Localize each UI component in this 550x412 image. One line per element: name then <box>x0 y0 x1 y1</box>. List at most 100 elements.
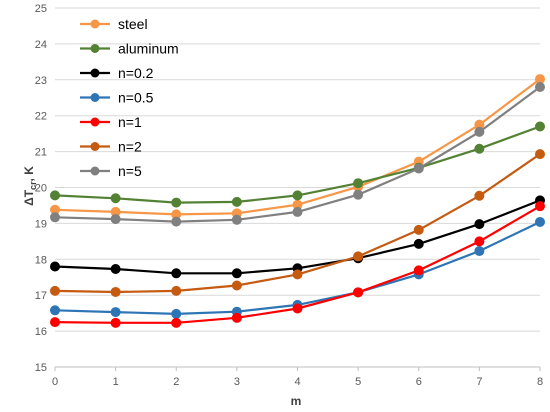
y-tick-label: 25 <box>35 3 47 15</box>
series-lines <box>50 74 545 328</box>
y-tick-label: 15 <box>35 362 47 374</box>
data-point <box>171 197 182 208</box>
y-axis-title: ΔTcr, K <box>22 166 38 206</box>
data-point <box>50 285 60 296</box>
x-tick-label: 1 <box>113 376 119 388</box>
y-axis-title-unit: , K <box>22 166 36 182</box>
data-point <box>231 268 242 279</box>
data-point <box>413 238 424 249</box>
x-tick-label: 2 <box>173 376 179 388</box>
y-axis-title-main: ΔT <box>22 189 36 206</box>
data-point <box>50 190 60 201</box>
y-tick-label: 24 <box>35 39 47 51</box>
y-tick-label: 16 <box>35 326 47 338</box>
legend: steel aluminum n=0.2 n=0.5 n=1 n=2 n=5 <box>80 16 179 179</box>
x-tick-label: 3 <box>234 376 240 388</box>
legend-marker <box>90 44 100 53</box>
data-point <box>535 149 545 160</box>
data-point <box>110 214 121 225</box>
data-point <box>413 163 424 174</box>
data-point <box>292 206 303 217</box>
data-point <box>535 81 545 92</box>
data-point <box>171 308 182 319</box>
legend-item-n-0-5: n=0.5 <box>80 90 154 106</box>
legend-item-n-1: n=1 <box>80 114 142 130</box>
legend-item-n-2: n=2 <box>80 139 142 155</box>
y-tick-label: 18 <box>35 254 47 266</box>
y-tick-label: 17 <box>35 290 47 302</box>
legend-label: n=2 <box>118 139 142 155</box>
data-point <box>353 287 364 298</box>
legend-item-n-0-2: n=0.2 <box>80 65 154 81</box>
series-n-5 <box>50 81 545 227</box>
legend-marker <box>90 166 100 176</box>
data-point <box>413 265 424 276</box>
y-axis-title-subscript: cr <box>28 181 38 190</box>
data-point <box>292 269 303 280</box>
legend-label: aluminum <box>118 41 179 57</box>
legend-label: steel <box>118 16 148 32</box>
data-point <box>231 196 242 207</box>
data-point <box>231 280 242 291</box>
data-point <box>171 317 182 328</box>
data-point <box>110 307 121 318</box>
y-tick-label: 19 <box>35 218 47 230</box>
data-point <box>50 212 60 223</box>
data-point <box>171 216 182 227</box>
data-point <box>171 285 182 296</box>
data-point <box>535 121 545 132</box>
legend-marker <box>90 68 100 78</box>
data-point <box>50 305 60 316</box>
x-tick-label: 7 <box>476 376 482 388</box>
data-point <box>353 178 364 189</box>
data-point <box>110 286 121 297</box>
data-point <box>535 201 545 212</box>
data-point <box>292 190 303 201</box>
data-point <box>474 190 485 201</box>
data-point <box>353 189 364 200</box>
x-tick-label: 5 <box>355 376 361 388</box>
series-n-1 <box>50 201 545 328</box>
y-tick-label: 21 <box>35 147 47 159</box>
x-tick-label: 0 <box>52 376 58 388</box>
legend-item-steel: steel <box>80 16 148 32</box>
legend-marker <box>90 93 100 102</box>
legend-item-n-5: n=5 <box>80 163 142 179</box>
x-tick-label: 4 <box>294 376 300 388</box>
data-point <box>353 251 364 262</box>
legend-item-aluminum: aluminum <box>80 41 179 57</box>
data-point <box>474 236 485 247</box>
legend-marker <box>90 117 100 127</box>
data-point <box>474 143 485 154</box>
legend-label: n=0.5 <box>118 90 154 106</box>
y-tick-label: 20 <box>35 183 47 195</box>
data-point <box>474 126 485 137</box>
legend-label: n=0.2 <box>118 65 154 81</box>
data-point <box>231 214 242 225</box>
legend-label: n=5 <box>118 163 142 179</box>
data-point <box>110 317 121 328</box>
data-point <box>110 263 121 274</box>
legend-marker <box>90 142 100 151</box>
legend-label: n=1 <box>118 114 142 130</box>
series-aluminum <box>50 121 545 208</box>
data-point <box>231 312 242 323</box>
data-point <box>50 261 60 272</box>
data-point <box>292 303 303 314</box>
data-point <box>535 216 545 227</box>
legend-marker <box>90 19 100 29</box>
x-tick-label: 6 <box>416 376 422 388</box>
x-tick-label: 8 <box>537 376 543 388</box>
x-axis-title: m <box>291 394 302 408</box>
data-point <box>171 268 182 279</box>
data-point <box>50 317 60 328</box>
y-tick-label: 22 <box>35 111 47 123</box>
data-point <box>474 219 485 230</box>
data-point <box>474 246 485 257</box>
data-point <box>110 193 121 204</box>
data-point <box>413 224 424 235</box>
gridlines <box>55 7 540 332</box>
series-n-2 <box>50 149 545 297</box>
